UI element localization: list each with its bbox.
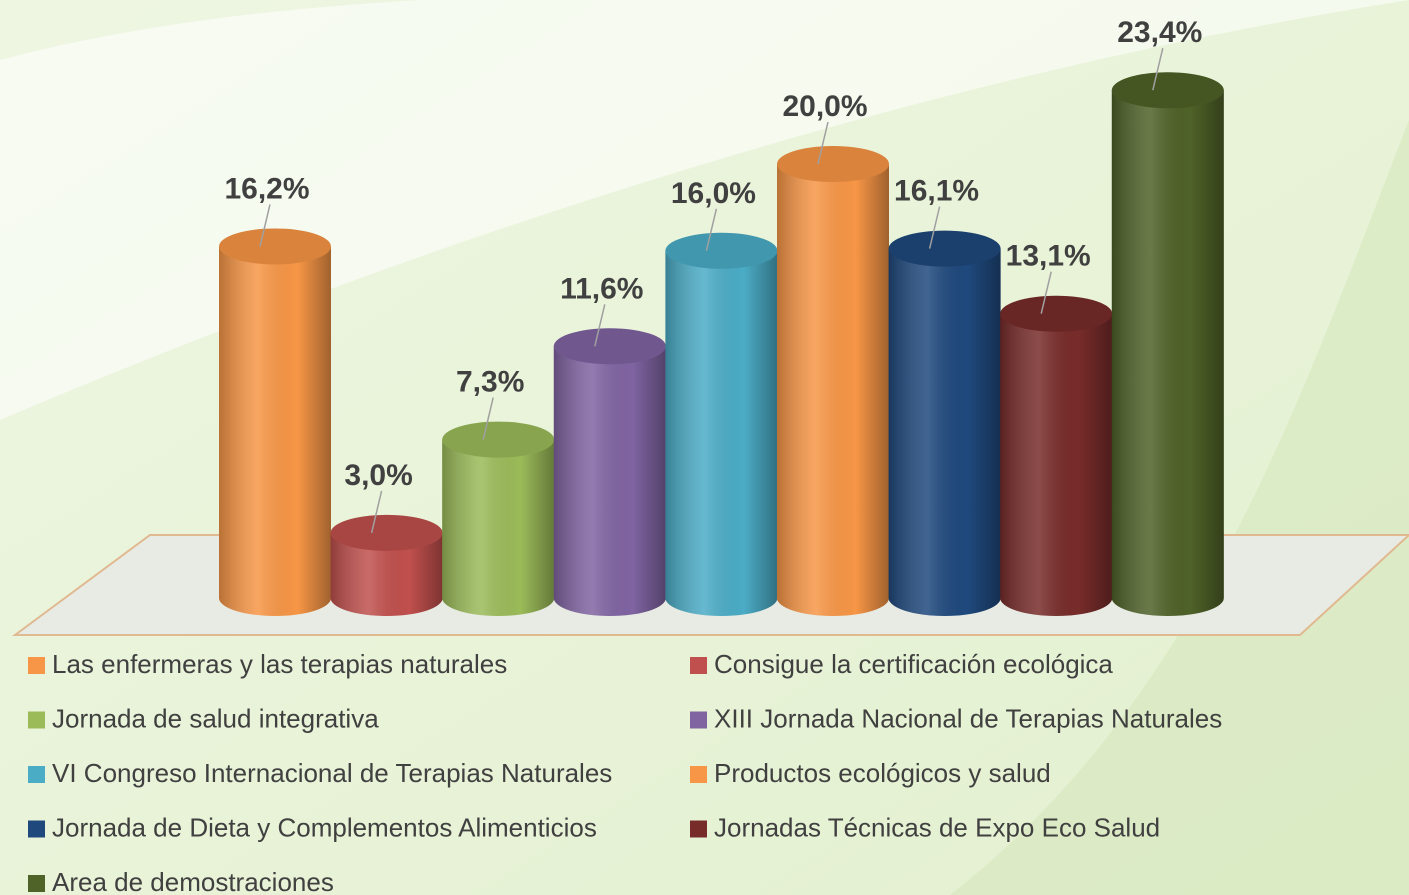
leader-line (594, 304, 606, 347)
legend-swatch (28, 711, 45, 729)
cylinder-top-shade (442, 421, 555, 458)
swoosh (0, 0, 1409, 420)
legend-swatch (28, 875, 45, 892)
cylinder-top-shade (665, 232, 778, 269)
value-label: 16,1% (894, 175, 979, 208)
legend-swatch (28, 820, 45, 838)
leader-line (1152, 48, 1164, 91)
cylinder-top-shade (777, 146, 889, 182)
cylinder-shade (888, 248, 1001, 616)
value-label: 16,0% (671, 177, 756, 210)
legend-swatch (690, 711, 707, 729)
cylinder-top (1111, 72, 1224, 109)
leader-line (370, 490, 383, 534)
legend-label: Jornada de salud integrativa (52, 703, 379, 733)
leader-line (1040, 271, 1052, 314)
legend-label: Jornadas Técnicas de Expo Eco Salud (714, 812, 1160, 842)
legend-label: Las enfermeras y las terapias naturales (52, 649, 507, 679)
legend-label: Jornada de Dieta y Complementos Alimenti… (52, 812, 597, 842)
cylinder-shade (1000, 313, 1113, 616)
cylinder-shade (219, 246, 331, 616)
cylinder-shade (777, 164, 889, 616)
value-label: 13,1% (1006, 240, 1091, 273)
legend-label: Productos ecológicos y salud (714, 758, 1051, 788)
legend-swatch (690, 657, 707, 674)
cylinder-top (1000, 295, 1113, 332)
cylinder-top-shade (330, 514, 443, 551)
value-label: 23,4% (1117, 16, 1202, 49)
legend-swatch (28, 766, 45, 783)
leader-line (928, 206, 941, 249)
leader-line (259, 204, 271, 247)
value-label: 11,6% (560, 272, 643, 305)
legend-label: VI Congreso Internacional de Terapias Na… (52, 758, 612, 788)
cylinder-top (888, 230, 1001, 267)
cylinder-top (219, 228, 331, 265)
legend-swatch (690, 820, 707, 838)
cylinder-top-shade (553, 328, 666, 365)
cylinder-top (665, 232, 778, 269)
cylinder-top-shade (888, 230, 1001, 267)
cylinder-top-shade (219, 228, 331, 265)
legend-label: Consigue la certificación ecológica (714, 649, 1113, 679)
cylinder-top (442, 421, 555, 458)
swoosh (950, 120, 1409, 895)
cylinder-shade (665, 250, 778, 617)
cylinder-top (777, 146, 889, 182)
cylinder-top (553, 328, 666, 365)
cylinder-top-shade (1000, 295, 1113, 332)
cylinder-shade (330, 532, 443, 616)
cylinder-top (330, 514, 443, 551)
value-label: 16,2% (224, 172, 309, 205)
legend-swatch (28, 657, 45, 674)
cylinder-shade (442, 439, 555, 616)
leader-line (817, 121, 829, 165)
legend-swatch (690, 766, 707, 783)
value-label: 7,3% (456, 366, 524, 399)
legend-label: Area de demostraciones (52, 867, 334, 895)
value-label: 20,0% (782, 90, 867, 123)
legend-label: XIII Jornada Nacional de Terapias Natura… (714, 703, 1222, 733)
cylinder-top-shade (1111, 72, 1224, 109)
value-label: 3,0% (344, 459, 412, 492)
cylinder-shade (553, 346, 666, 616)
cylinder-shade (1111, 90, 1224, 617)
leader-line (705, 208, 718, 251)
leader-line (482, 397, 494, 440)
